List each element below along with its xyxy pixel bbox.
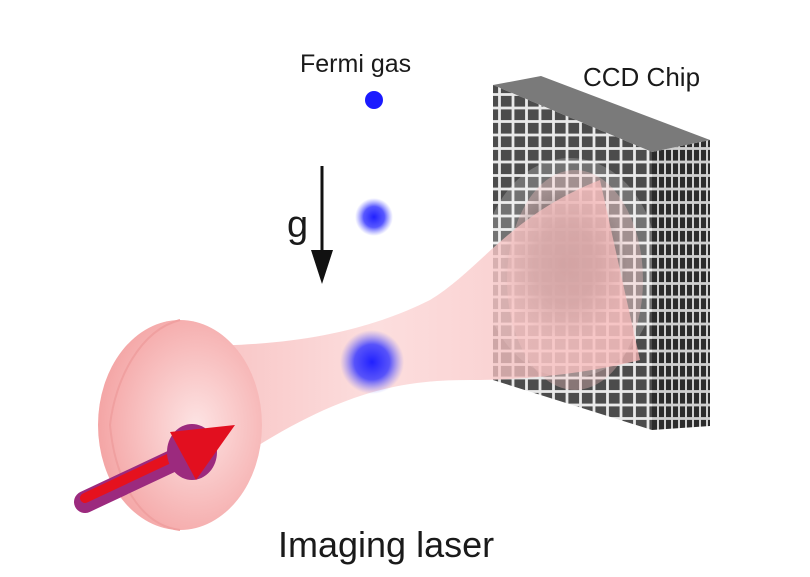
beam-entrance-disk [98, 320, 262, 530]
imaging-laser-label: Imaging laser [278, 524, 495, 565]
beam-spot-on-ccd [507, 170, 643, 390]
gravity-arrow [311, 166, 333, 284]
ccd-chip-top [493, 76, 710, 152]
ccd-chip-label: CCD Chip [583, 62, 701, 92]
fermi-gas-label: Fermi gas [300, 50, 412, 78]
fermi-gas-cloud-2 [355, 198, 393, 236]
laser-arrow-icon [74, 424, 235, 513]
fermi-gas-cloud-1 [365, 91, 383, 109]
ccd-chip-side [652, 140, 710, 430]
fermi-gas-cloud-3 [340, 330, 404, 394]
gravity-label: g [287, 204, 309, 246]
laser-beam [98, 170, 643, 531]
